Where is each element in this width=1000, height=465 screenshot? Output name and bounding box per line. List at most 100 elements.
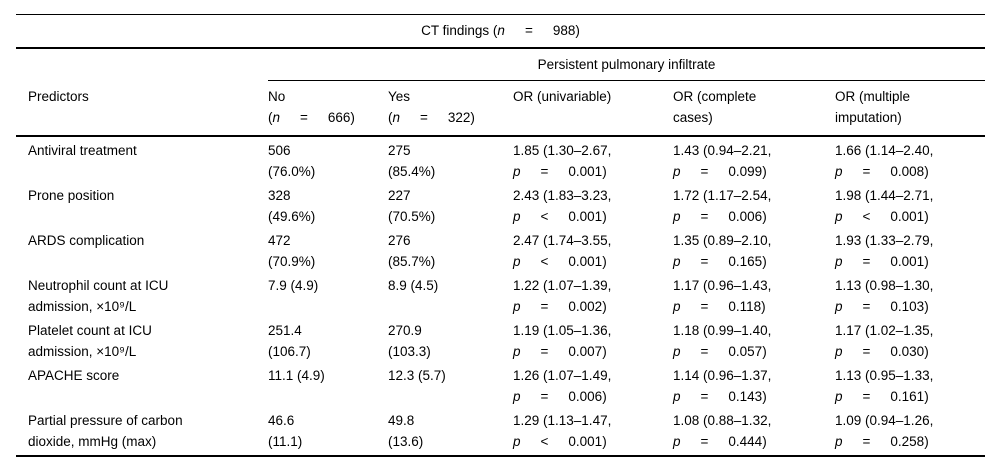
spanner-row: Persistent pulmonary infiltrate	[16, 48, 985, 81]
cell-or-complete-cases: 1.18 (0.99–1.40, p = 0.057)	[673, 317, 835, 362]
p-value-line-symbol: p	[673, 344, 681, 359]
cell-yes-count: 270.9 (103.3)	[388, 317, 513, 362]
column-header-label: Predictors	[28, 88, 89, 104]
or-estimate: 1.29 (1.13–1.47,	[513, 413, 612, 428]
p-value-line: p = 0.006)	[673, 206, 827, 227]
cell-or-complete-cases: 1.14 (0.96–1.37, p = 0.143)	[673, 362, 835, 407]
cell-or-multiple-imputation: 1.17 (1.02–1.35, p = 0.030)	[835, 317, 985, 362]
cell-predictor: Neutrophil count at ICU admission, ×10⁹/L	[16, 272, 268, 317]
p-value-line-operator: =	[862, 434, 871, 449]
column-header-no-n-value: 666)	[327, 110, 355, 125]
column-header-no-n: (n = 666)	[268, 107, 380, 128]
p-value-line-value: 0.165)	[728, 254, 767, 269]
p-value-line-symbol: p	[835, 389, 843, 404]
cell-or-multiple-imputation: 1.13 (0.95–1.33, p = 0.161)	[835, 362, 985, 407]
p-value-line-symbol: p	[673, 254, 681, 269]
cell-or-univariable: 1.85 (1.30–2.67, p = 0.001)	[513, 136, 673, 182]
cell-yes-count: 12.3 (5.7)	[388, 362, 513, 407]
p-value-line-symbol: p	[513, 389, 521, 404]
p-value-line-operator: =	[700, 254, 709, 269]
cell-predictor: ARDS complication	[16, 227, 268, 272]
count-value: (11.1)	[268, 434, 303, 449]
p-value-line-operator: =	[862, 344, 871, 359]
p-value-line-value: 0.006)	[568, 389, 607, 404]
count-value: 251.4	[268, 323, 302, 338]
p-value-line-operator: =	[700, 344, 709, 359]
p-value-line-operator: <	[540, 254, 549, 269]
column-header-yes-n-symbol: n	[392, 110, 401, 125]
predictor-label: APACHE score	[28, 368, 120, 383]
column-header-label: OR (multiple	[835, 89, 911, 104]
count-value: (106.7)	[268, 344, 311, 359]
or-estimate: 1.08 (0.88–1.32,	[673, 413, 772, 428]
count-value: 328	[268, 188, 291, 203]
p-value-line-operator: =	[540, 389, 549, 404]
p-value-line-symbol: p	[513, 344, 521, 359]
or-estimate: 1.19 (1.05–1.36,	[513, 323, 612, 338]
cell-yes-count: 227 (70.5%)	[388, 182, 513, 227]
p-value-line-value: 0.001)	[568, 254, 607, 269]
count-value: (13.6)	[388, 434, 424, 449]
predictor-label: Prone position	[28, 188, 115, 203]
p-value-line-value: 0.001)	[890, 254, 929, 269]
p-value-line-symbol: p	[673, 389, 681, 404]
count-value: (70.5%)	[388, 209, 436, 224]
column-header-yes-n: (n = 322)	[388, 107, 505, 128]
title-prefix: CT findings (	[421, 23, 498, 38]
p-value-line-value: 0.001)	[568, 164, 607, 179]
cell-predictor: Antiviral treatment	[16, 136, 268, 182]
cell-or-multiple-imputation: 1.09 (0.94–1.26, p = 0.258)	[835, 407, 985, 457]
predictor-label: ARDS complication	[28, 233, 145, 248]
column-header-label: OR (complete	[673, 89, 757, 104]
count-value: (76.0%)	[268, 164, 316, 179]
p-value-line-operator: =	[540, 164, 549, 179]
or-estimate: 1.85 (1.30–2.67,	[513, 143, 612, 158]
p-value-line: p = 0.258)	[835, 431, 977, 452]
column-header-no-n-operator: =	[300, 110, 308, 125]
p-value-line: p = 0.001)	[513, 161, 665, 182]
table-row: ARDS complication 472 (70.9%) 276 (85.7%) 2.4…	[16, 227, 985, 272]
title-n-value: 988)	[552, 23, 580, 38]
count-value: 7.9 (4.9)	[268, 278, 319, 293]
spanner-header: Persistent pulmonary infiltrate	[268, 48, 985, 81]
p-value-line: p = 0.161)	[835, 386, 977, 407]
p-value-line: p <0.001)	[835, 206, 977, 227]
count-value: 506	[268, 143, 291, 158]
p-value-line-value: 0.001)	[568, 434, 607, 449]
column-header-label: No	[268, 89, 286, 104]
p-value-line: p = 0.165)	[673, 251, 827, 272]
table-row: Neutrophil count at ICU admission, ×10⁹/L…	[16, 272, 985, 317]
p-value-line-operator: =	[700, 209, 709, 224]
table-row: Antiviral treatment 506 (76.0%) 275 (85.4%) 1…	[16, 136, 985, 182]
p-value-line-symbol: p	[673, 434, 681, 449]
cell-or-univariable: 1.22 (1.07–1.39, p = 0.002)	[513, 272, 673, 317]
p-value-line: p = 0.007)	[513, 341, 665, 362]
p-value-line-operator: =	[540, 344, 549, 359]
table-body: Antiviral treatment 506 (76.0%) 275 (85.4%) 1…	[16, 136, 985, 457]
p-value-line-value: 0.103)	[890, 299, 929, 314]
title-equals-operator: =	[524, 23, 533, 38]
p-value-line: p = 0.057)	[673, 341, 827, 362]
count-value: (85.7%)	[388, 254, 436, 269]
p-value-line-value: 0.006)	[728, 209, 767, 224]
p-value-line-symbol: p	[673, 209, 681, 224]
p-value-line-symbol: p	[513, 209, 521, 224]
cell-or-complete-cases: 1.72 (1.17–2.54, p = 0.006)	[673, 182, 835, 227]
p-value-line-operator: <	[540, 434, 549, 449]
or-estimate: 1.13 (0.98–1.30,	[835, 278, 934, 293]
or-estimate: 2.47 (1.74–3.55,	[513, 233, 612, 248]
cell-no-count: 11.1 (4.9)	[268, 362, 388, 407]
count-value: 8.9 (4.5)	[388, 278, 439, 293]
p-value-line: p <0.001)	[513, 431, 665, 452]
p-value-line-operator: =	[700, 434, 709, 449]
p-value-line-value: 0.001)	[890, 209, 929, 224]
p-value-line: p = 0.099)	[673, 161, 827, 182]
p-value-line-operator: =	[700, 299, 709, 314]
cell-no-count: 7.9 (4.9)	[268, 272, 388, 317]
p-value-line-value: 0.118)	[728, 299, 766, 314]
cell-yes-count: 275 (85.4%)	[388, 136, 513, 182]
count-value: 275	[388, 143, 411, 158]
cell-or-complete-cases: 1.08 (0.88–1.32, p = 0.444)	[673, 407, 835, 457]
predictor-label: Platelet count at ICU	[28, 323, 152, 338]
p-value-line-value: 0.001)	[568, 209, 607, 224]
